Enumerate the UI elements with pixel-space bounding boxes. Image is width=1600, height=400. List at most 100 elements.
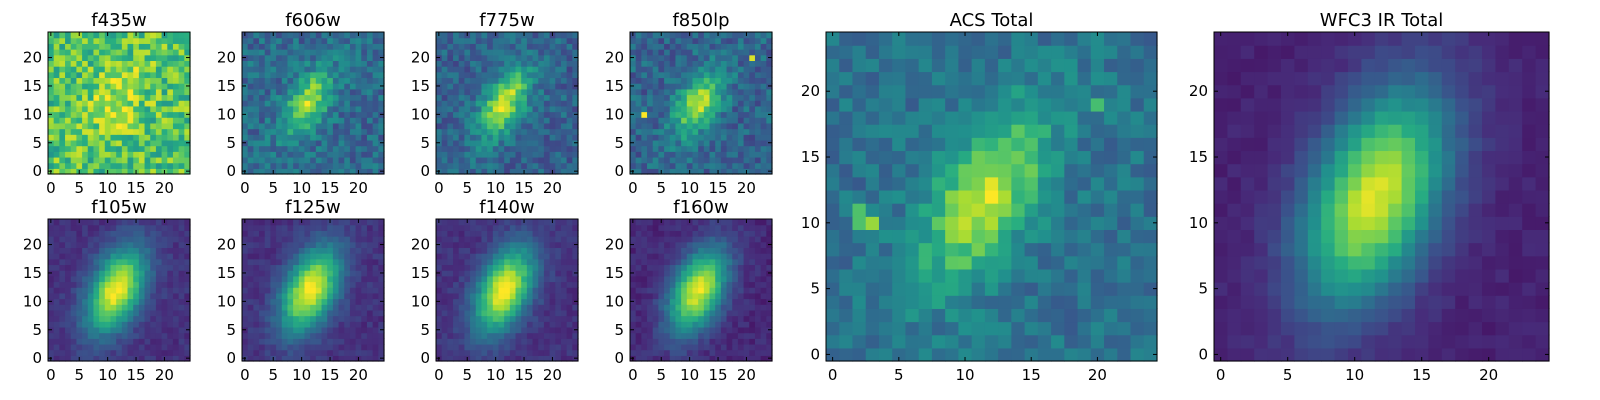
heatmap-cell <box>470 236 477 243</box>
heatmap-cell <box>441 37 448 44</box>
heatmap-cell <box>48 117 55 124</box>
heatmap-cell <box>737 275 745 283</box>
heatmap-cell <box>487 247 494 254</box>
heatmap-cell <box>304 275 311 283</box>
heatmap-cell <box>293 264 300 271</box>
heatmap-cell <box>760 37 767 44</box>
heatmap-cell <box>144 230 151 237</box>
heatmap-cell <box>458 338 465 345</box>
heatmap-cell <box>737 37 745 44</box>
heatmap-cell <box>538 292 545 300</box>
heatmap-cell <box>766 162 773 169</box>
heatmap-cell <box>737 145 745 152</box>
heatmap-cell <box>138 71 146 79</box>
heatmap-cell <box>276 264 283 271</box>
heatmap-cell <box>349 258 357 266</box>
heatmap-cell <box>270 88 277 96</box>
heatmap-cell <box>766 321 773 328</box>
heatmap-cell <box>178 338 185 345</box>
heatmap-cell <box>372 128 379 135</box>
heatmap-cell <box>470 281 477 288</box>
heatmap-cell <box>658 122 665 130</box>
heatmap-cell <box>133 49 140 56</box>
x-tick-label: 20 <box>349 366 368 384</box>
heatmap-cell <box>560 224 568 231</box>
heatmap-cell <box>372 139 379 147</box>
heatmap-cell <box>349 122 357 130</box>
heatmap-cell <box>287 224 294 231</box>
heatmap-cell <box>332 32 340 39</box>
heatmap-cell <box>178 281 185 288</box>
heatmap-cell <box>281 315 289 322</box>
heatmap-cell <box>59 139 66 147</box>
heatmap-cell <box>270 321 277 328</box>
heatmap-cell <box>349 145 357 152</box>
heatmap-cell <box>453 32 460 39</box>
heatmap-cell <box>504 338 511 345</box>
x-tick-label: 15 <box>320 366 339 384</box>
heatmap-cell <box>82 156 89 164</box>
heatmap-cell <box>304 287 311 294</box>
heatmap-cell <box>310 304 317 311</box>
heatmap-cell <box>555 264 562 271</box>
heatmap-cell <box>161 270 168 277</box>
heatmap-cell <box>669 60 677 67</box>
heatmap-cell <box>743 343 750 351</box>
heatmap-cell <box>441 162 448 169</box>
heatmap-cell <box>355 292 362 300</box>
heatmap-cell <box>76 236 83 243</box>
heatmap-cell <box>366 117 374 124</box>
heatmap-cell <box>647 151 654 158</box>
heatmap-cell <box>110 275 117 283</box>
heatmap-cell <box>664 54 671 61</box>
heatmap-cell <box>304 264 311 271</box>
heatmap-cell <box>504 309 511 317</box>
heatmap-cell <box>555 32 562 39</box>
heatmap-cell <box>487 326 494 334</box>
heatmap-cell <box>310 326 317 334</box>
heatmap-cell <box>470 241 477 248</box>
heatmap-cell <box>720 66 728 73</box>
heatmap-cell <box>287 83 294 90</box>
heatmap-cell <box>515 292 522 300</box>
heatmap-cell <box>99 270 106 277</box>
heatmap-cell <box>121 287 129 294</box>
heatmap-cell <box>167 43 174 50</box>
heatmap-cell <box>647 292 654 300</box>
heatmap-cell <box>93 77 100 84</box>
heatmap-cell <box>321 151 328 158</box>
heatmap-cell <box>99 32 106 39</box>
heatmap-cell <box>121 355 129 362</box>
heatmap-cell <box>349 66 357 73</box>
heatmap-cell <box>178 224 185 231</box>
heatmap-cell <box>481 105 488 113</box>
heatmap-cell <box>566 60 573 67</box>
heatmap-cell <box>492 43 500 50</box>
heatmap-cell <box>53 270 60 277</box>
heatmap-cell <box>658 37 665 44</box>
heatmap-cell <box>270 224 277 231</box>
heatmap-cell <box>304 139 311 147</box>
heatmap-cell <box>48 156 55 164</box>
heatmap-cell <box>172 247 180 254</box>
heatmap-cell <box>104 258 112 266</box>
heatmap-cell <box>281 304 289 311</box>
heatmap-cell <box>686 162 694 169</box>
heatmap-cell <box>116 321 123 328</box>
heatmap-cell <box>555 343 562 351</box>
heatmap-cell <box>743 332 750 339</box>
heatmap-cell <box>692 37 699 44</box>
heatmap-cell <box>53 224 60 231</box>
heatmap-cell <box>242 105 249 113</box>
heatmap-cell <box>99 83 106 90</box>
heatmap-cell <box>304 292 311 300</box>
heatmap-cell <box>253 100 260 107</box>
heatmap-cell <box>543 315 551 322</box>
heatmap-cell <box>281 83 289 90</box>
heatmap-cell <box>247 253 254 260</box>
heatmap-cell <box>766 37 773 44</box>
heatmap-cell <box>526 275 534 283</box>
heatmap-cell <box>538 309 545 317</box>
heatmap-cell <box>715 287 722 294</box>
heatmap-cell <box>692 60 699 67</box>
